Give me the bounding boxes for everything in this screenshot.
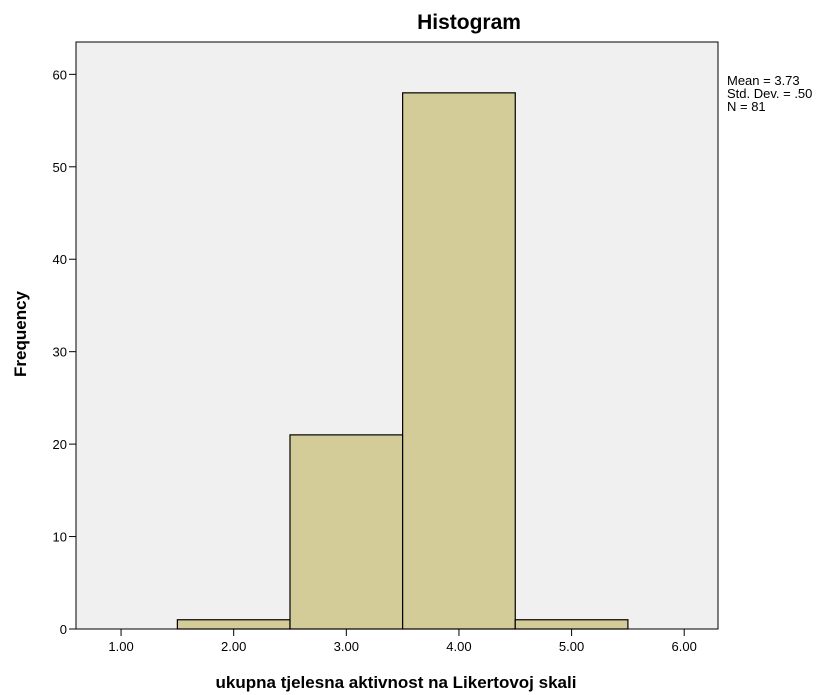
y-axis-label: Frequency [11, 290, 30, 377]
x-tick-label: 4.00 [446, 639, 471, 654]
x-tick-label: 1.00 [108, 639, 133, 654]
x-tick-label: 2.00 [221, 639, 246, 654]
y-tick-label: 40 [53, 252, 67, 267]
stats-n: N = 81 [727, 99, 766, 114]
x-axis-label: ukupna tjelesna aktivnost na Likertovoj … [216, 673, 577, 692]
y-tick-label: 20 [53, 437, 67, 452]
stats-std-dev: Std. Dev. = .50 [727, 86, 812, 101]
y-tick-label: 30 [53, 345, 67, 360]
y-tick-label: 50 [53, 160, 67, 175]
y-tick-label: 0 [60, 622, 67, 637]
y-tick-label: 60 [53, 67, 67, 82]
chart-title: Histogram [417, 11, 521, 34]
x-axis: 1.00 2.00 3.00 4.00 5.00 6.00 [108, 629, 697, 654]
histogram-bar-3 [402, 92, 516, 630]
y-tick-label: 10 [53, 530, 67, 545]
y-axis: 0 10 20 30 40 50 60 [53, 67, 76, 637]
stats-mean: Mean = 3.73 [727, 73, 800, 88]
histogram-bar-4 [514, 619, 629, 630]
stats-box: Mean = 3.73 Std. Dev. = .50 N = 81 [727, 73, 812, 114]
histogram-bar-1 [176, 619, 291, 630]
x-tick-label: 5.00 [559, 639, 584, 654]
x-tick-label: 3.00 [334, 639, 359, 654]
x-tick-label: 6.00 [672, 639, 697, 654]
bars-group [176, 92, 629, 630]
histogram-bar-2 [289, 434, 404, 630]
